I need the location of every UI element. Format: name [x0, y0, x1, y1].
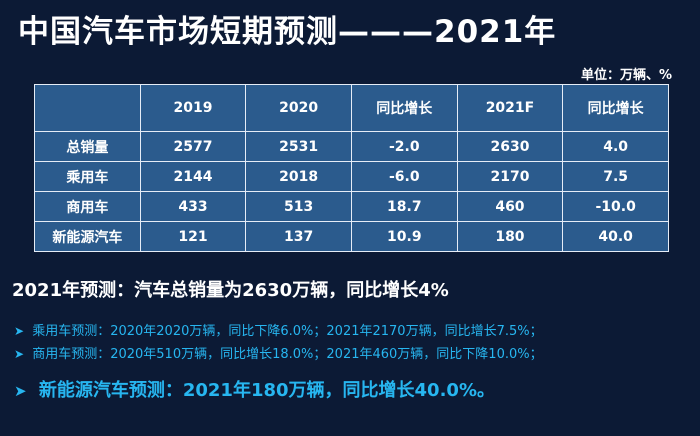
table-cell: 2144 [139, 161, 247, 192]
table-cell: 460 [456, 191, 564, 222]
table-cell: 2170 [456, 161, 564, 192]
table-header-cell: 2019 [139, 84, 247, 132]
table-header-row: 2019 2020 同比增长 2021F 同比增长 [34, 84, 669, 132]
note-commercial-car: ➤ 商用车预测：2020年510万辆，同比增长18.0%；2021年460万辆，… [14, 343, 543, 362]
note-new-energy: ➤ 新能源汽车预测：2021年180万辆，同比增长40.0%。 [14, 376, 495, 402]
row-label: 商用车 [34, 191, 141, 222]
table-cell: 40.0 [562, 221, 669, 252]
table-header-cell: 2020 [245, 84, 352, 132]
note-text: 乘用车预测：2020年2020万辆，同比下降6.0%；2021年2170万辆，同… [32, 324, 543, 339]
table-cell: 7.5 [562, 161, 669, 192]
table-cell: -2.0 [350, 131, 458, 162]
table-cell: 2531 [245, 131, 352, 162]
table-cell: 18.7 [350, 191, 458, 222]
table-cell: 121 [139, 221, 247, 252]
table-cell: 2018 [245, 161, 352, 192]
table-header-cell [34, 84, 141, 132]
arrow-bullet-icon: ➤ [14, 382, 27, 400]
table-row: 新能源汽车 121 137 10.9 180 40.0 [34, 221, 669, 252]
table-cell: 180 [456, 221, 564, 252]
note-passenger-car: ➤ 乘用车预测：2020年2020万辆，同比下降6.0%；2021年2170万辆… [14, 320, 543, 339]
table-cell: 513 [245, 191, 352, 222]
table-row: 总销量 2577 2531 -2.0 2630 4.0 [34, 131, 669, 162]
row-label: 新能源汽车 [34, 221, 141, 252]
table-cell: -6.0 [350, 161, 458, 192]
note-text: 商用车预测：2020年510万辆，同比增长18.0%；2021年460万辆，同比… [32, 347, 543, 362]
forecast-table: 2019 2020 同比增长 2021F 同比增长 总销量 2577 2531 … [34, 84, 669, 252]
table-row: 商用车 433 513 18.7 460 -10.0 [34, 191, 669, 222]
table-row: 乘用车 2144 2018 -6.0 2170 7.5 [34, 161, 669, 192]
table-cell: 2630 [456, 131, 564, 162]
row-label: 总销量 [34, 131, 141, 162]
table-cell: 4.0 [562, 131, 669, 162]
page-title: 中国汽车市场短期预测———2021年 [18, 14, 557, 50]
table-cell: 2577 [139, 131, 247, 162]
row-label: 乘用车 [34, 161, 141, 192]
table-cell: 137 [245, 221, 352, 252]
table-header-cell: 2021F [456, 84, 564, 132]
arrow-bullet-icon: ➤ [14, 347, 25, 361]
table-cell: -10.0 [562, 191, 669, 222]
table-header-cell: 同比增长 [350, 84, 458, 132]
table-header-cell: 同比增长 [562, 84, 669, 132]
summary-text: 2021年预测：汽车总销量为2630万辆，同比增长4% [12, 280, 449, 301]
table-cell: 10.9 [350, 221, 458, 252]
unit-label: 单位：万辆、% [580, 68, 672, 83]
table-cell: 433 [139, 191, 247, 222]
note-text: 新能源汽车预测：2021年180万辆，同比增长40.0%。 [38, 380, 495, 401]
arrow-bullet-icon: ➤ [14, 324, 25, 338]
